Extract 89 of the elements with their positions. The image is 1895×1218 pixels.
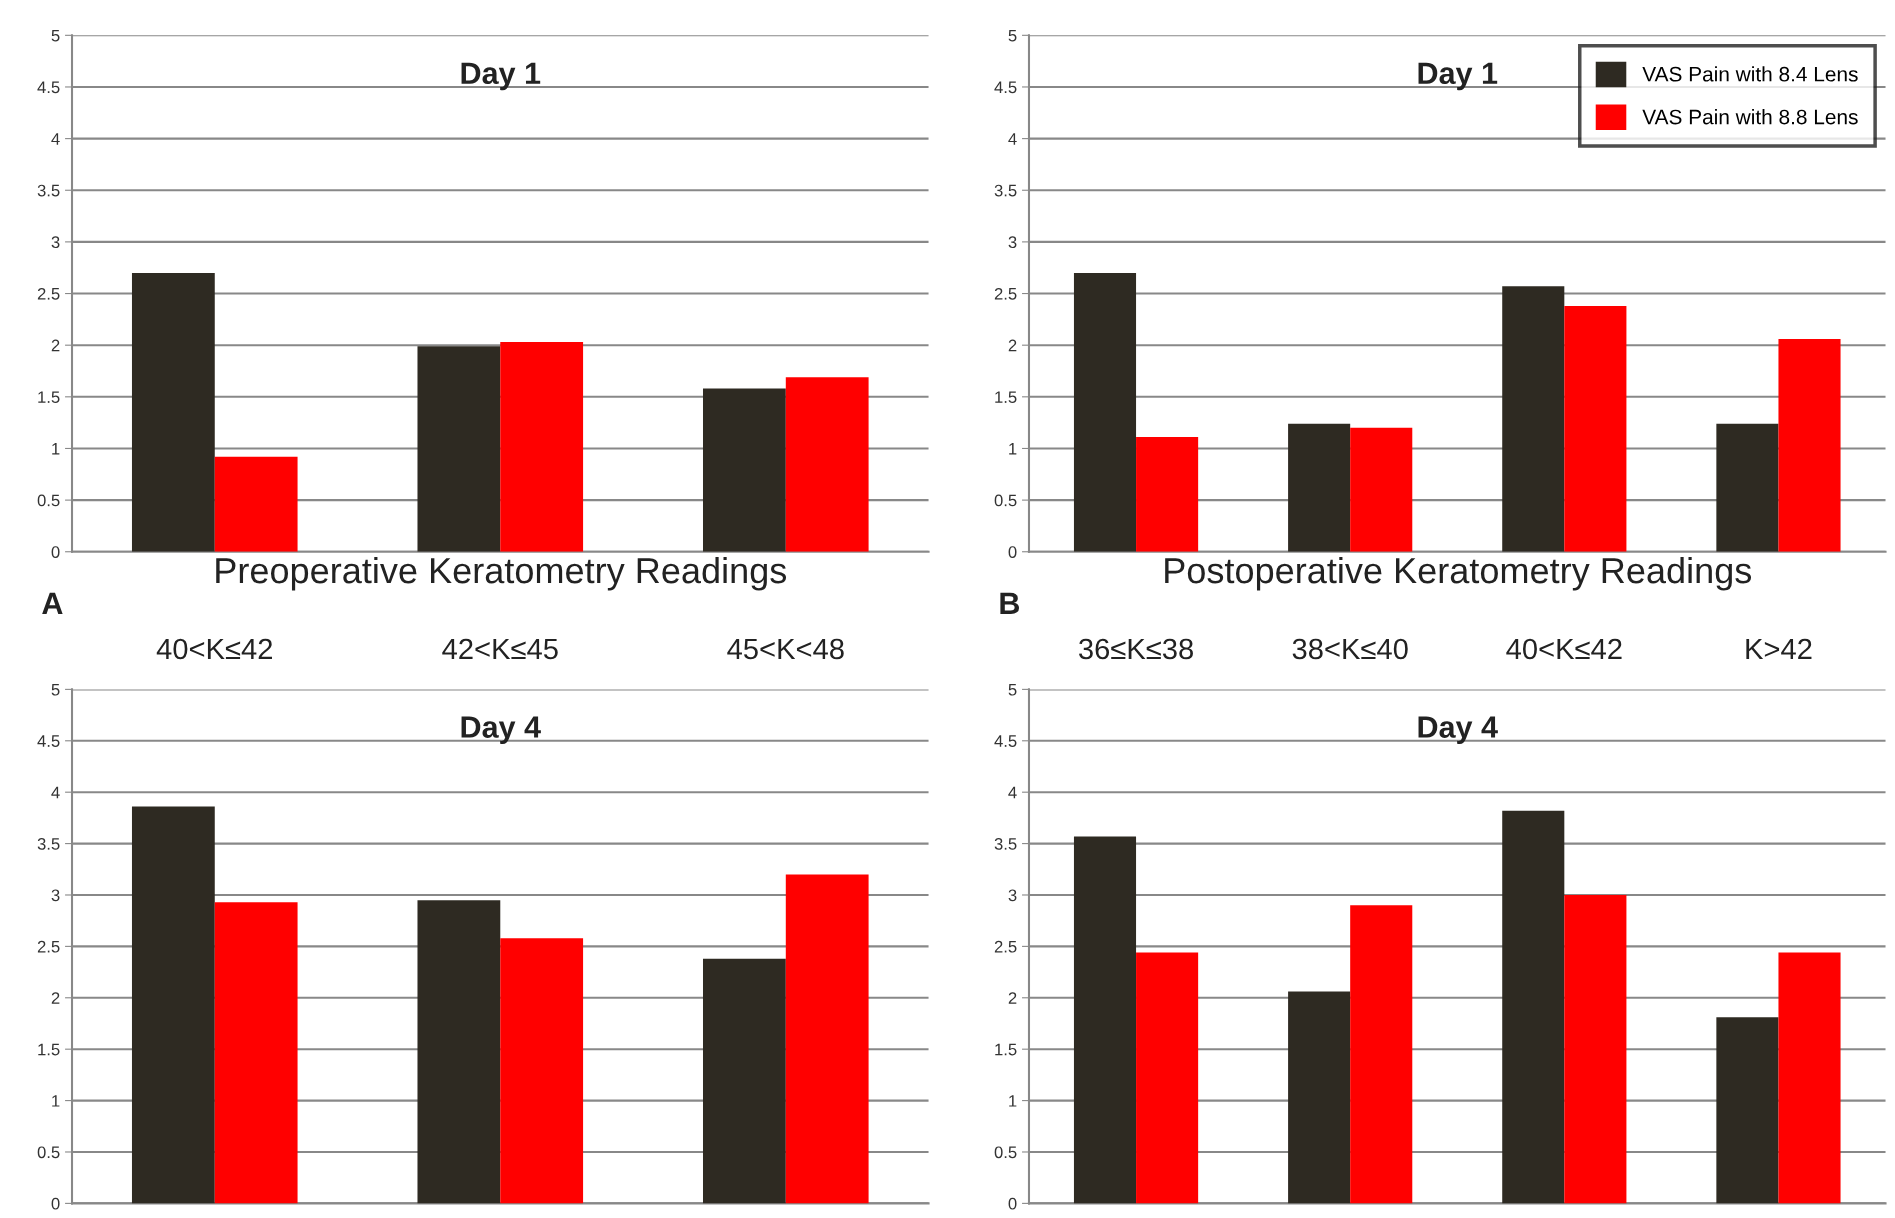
- bar: [1350, 427, 1413, 552]
- y-tick-label: 1: [52, 1095, 60, 1107]
- x-tick-label: K>42: [1746, 638, 1812, 659]
- bar: [131, 806, 215, 1204]
- y-tick-label: 0: [1008, 1197, 1017, 1210]
- x-tick-label: 40<K≤42: [156, 638, 272, 660]
- y-tick-label: 1.5: [995, 391, 1017, 404]
- bar: [1778, 338, 1841, 552]
- y-tick-label: 3.5: [994, 837, 1017, 850]
- y-tick-label: 0.5: [994, 1146, 1017, 1159]
- text: B: [1000, 592, 1020, 614]
- y-tick-label: 2: [51, 339, 60, 352]
- y-tick-label: 3: [1008, 889, 1017, 902]
- y-tick-label: 3.5: [37, 837, 60, 850]
- y-tick-label: 5: [51, 683, 60, 696]
- x-tick-label: 40<K≤42: [1506, 638, 1622, 660]
- bar: [702, 958, 786, 1204]
- bar: [1716, 1017, 1779, 1204]
- bar: [214, 902, 298, 1204]
- y-tick-label: 3.5: [37, 184, 60, 197]
- y-tick-label: 2: [1008, 992, 1017, 1004]
- bar: [1136, 437, 1199, 552]
- y-tick-label: 0: [1008, 546, 1017, 558]
- x-axis-title: Preoperative Keratometry Readings: [216, 556, 787, 591]
- y-tick-label: 4: [1008, 786, 1017, 799]
- x-axis-title: Postoperative Keratometry Readings: [1165, 556, 1752, 591]
- bar: [500, 938, 584, 1204]
- bar: [1564, 894, 1627, 1204]
- bar: [785, 377, 869, 552]
- y-tick-label: 4.5: [994, 81, 1017, 94]
- y-tick-label: 1.5: [38, 1043, 60, 1056]
- bar: [417, 346, 501, 552]
- y-tick-label: 0: [51, 1197, 60, 1210]
- text: Day 4: [461, 716, 541, 744]
- y-tick-label: 3: [51, 889, 60, 902]
- bar: [1288, 423, 1351, 552]
- bar: [1502, 810, 1565, 1204]
- y-tick-label: 1.5: [38, 391, 60, 404]
- y-tick-label: 5: [1008, 29, 1017, 42]
- legend-label: VAS Pain with 8.4 Lens: [1642, 66, 1858, 82]
- y-tick-label: 5: [51, 29, 60, 42]
- bar: [1716, 423, 1779, 552]
- legend-label: VAS Pain with 8.8 Lens: [1642, 109, 1858, 125]
- text: Day 4: [1418, 716, 1498, 744]
- y-tick-label: 2.5: [994, 940, 1017, 953]
- y-tick-label: 0.5: [37, 1146, 60, 1159]
- y-tick-label: 0.5: [37, 494, 60, 507]
- y-tick-label: 2.5: [994, 287, 1017, 300]
- y-tick-label: 1: [1009, 443, 1017, 455]
- y-tick-label: 0.5: [994, 494, 1017, 507]
- bar: [785, 874, 869, 1204]
- y-tick-label: 0: [51, 546, 60, 558]
- text: Day 1: [1418, 62, 1498, 91]
- x-tick-label: 45<K<48: [727, 638, 844, 660]
- y-tick-label: 4: [51, 786, 60, 799]
- bar: [1073, 272, 1137, 552]
- x-tick-label: 42<K≤45: [442, 638, 558, 660]
- text: A: [42, 592, 63, 614]
- y-tick-label: 4.5: [994, 735, 1017, 747]
- bar: [417, 900, 501, 1204]
- y-tick-label: 4.5: [37, 735, 60, 747]
- bar: [131, 272, 215, 552]
- bar: [1350, 905, 1413, 1204]
- y-tick-label: 4: [1008, 133, 1017, 145]
- y-tick-label: 1.5: [995, 1043, 1017, 1056]
- y-tick-label: 4.5: [37, 81, 60, 94]
- y-tick-label: 3.5: [994, 184, 1017, 197]
- bar: [1136, 952, 1199, 1204]
- bar: [702, 388, 786, 552]
- x-tick-label: 36≤K≤38: [1078, 638, 1193, 660]
- bar: [1564, 305, 1627, 552]
- y-tick-label: 2.5: [37, 940, 60, 953]
- x-tick-label: 38<K≤40: [1292, 638, 1408, 660]
- text: Day 1: [461, 62, 541, 91]
- y-tick-label: 3: [51, 236, 60, 249]
- bar: [214, 456, 298, 552]
- y-tick-label: 4: [51, 133, 60, 145]
- bar: [1778, 952, 1841, 1204]
- y-tick-label: 1: [52, 443, 60, 455]
- bar: [1073, 836, 1137, 1204]
- bar: [1288, 991, 1351, 1204]
- y-tick-label: 3: [1008, 236, 1017, 249]
- y-tick-label: 2.5: [37, 287, 60, 300]
- bar: [500, 342, 584, 552]
- y-tick-label: 1: [1009, 1095, 1017, 1107]
- y-tick-label: 2: [51, 992, 60, 1004]
- y-tick-label: 5: [1008, 683, 1017, 696]
- y-tick-label: 2: [1008, 339, 1017, 352]
- bar: [1502, 286, 1565, 552]
